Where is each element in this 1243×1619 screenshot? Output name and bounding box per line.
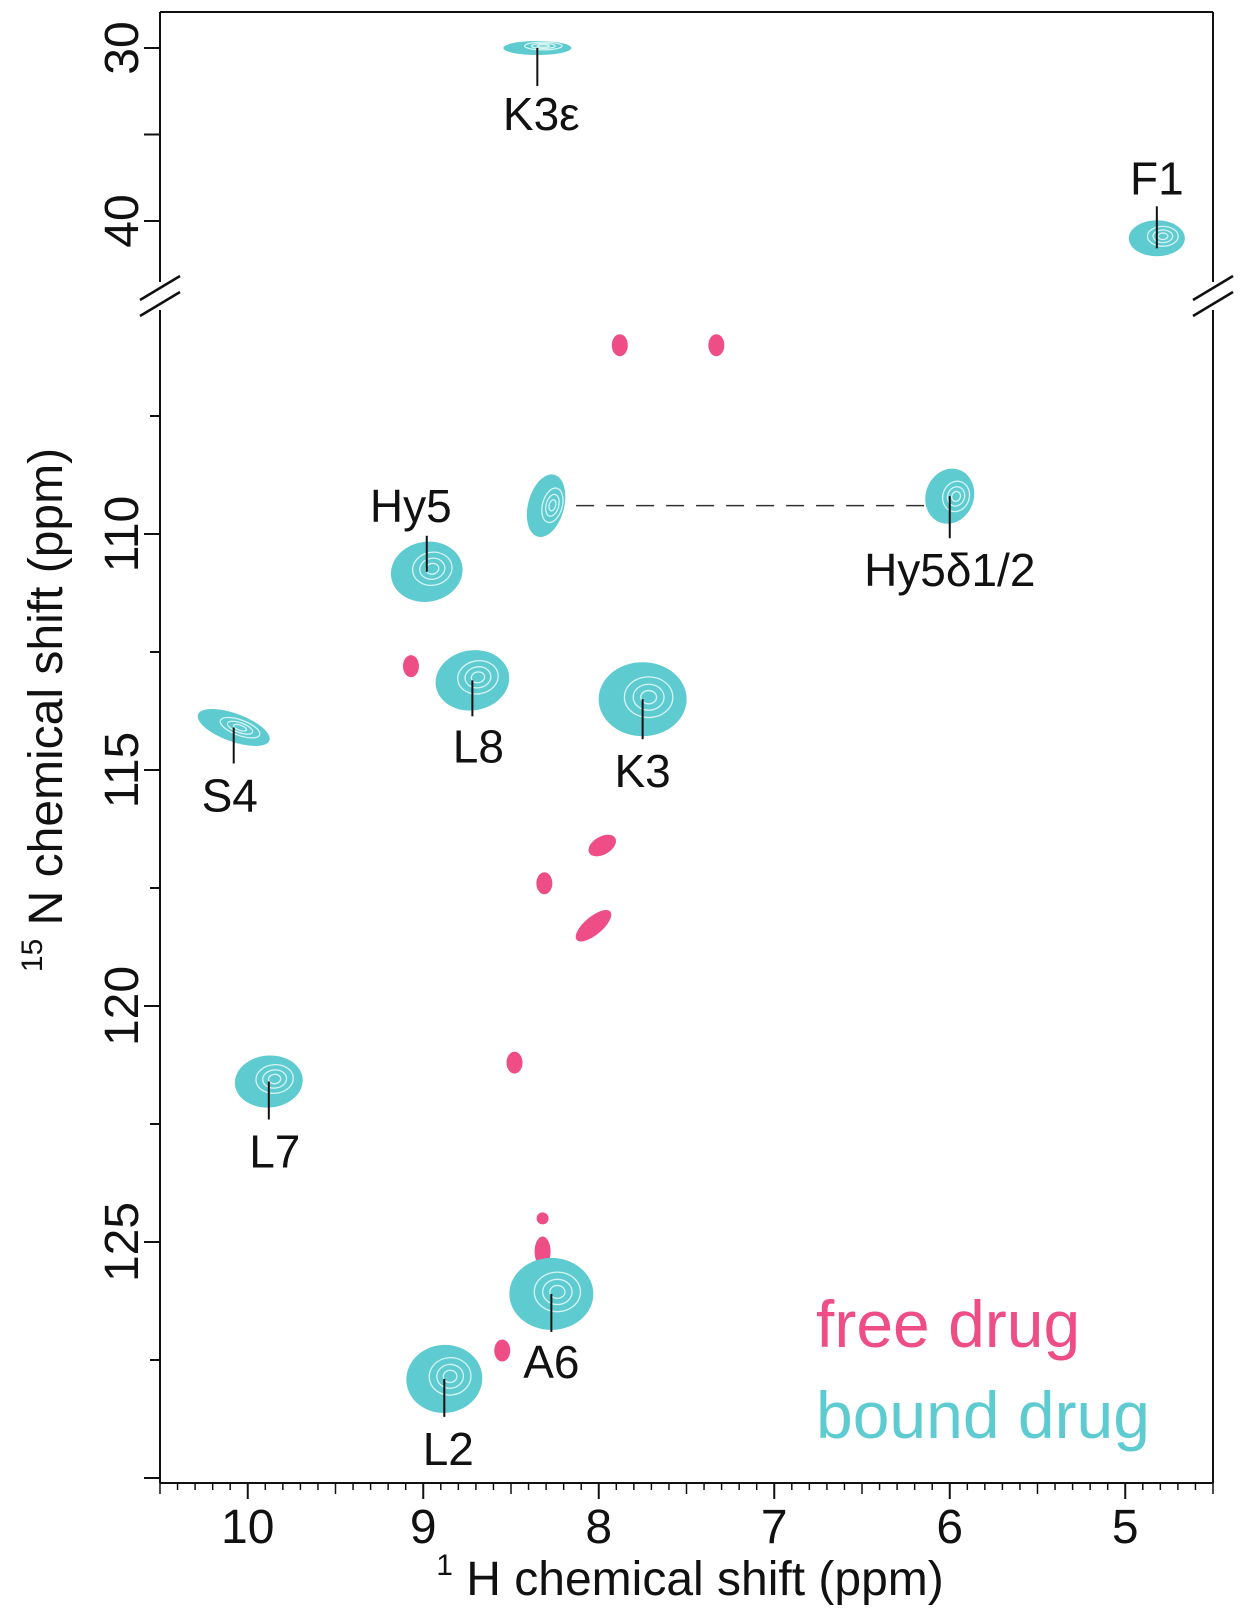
bound-drug-peak-contour <box>640 689 658 705</box>
legend-free-drug: free drug <box>816 1287 1080 1361</box>
peak-label: Hy5δ1/2 <box>864 544 1035 596</box>
bound-drug-peak-contour <box>262 1069 288 1089</box>
bound-drug-peak-contour <box>226 720 254 735</box>
bound-drug-peak-contour <box>219 716 261 739</box>
peak-label: Hy5 <box>370 480 452 532</box>
axis-break-mark <box>139 274 181 302</box>
peak-label: L8 <box>453 720 504 772</box>
y-tick-label-lower: 110 <box>96 496 149 573</box>
y-tick-label-lower: 125 <box>96 1202 149 1282</box>
x-tick-label: 5 <box>1112 1501 1139 1554</box>
peak-label: F1 <box>1130 152 1184 204</box>
axis-break-mark <box>139 290 181 318</box>
free-drug-peak <box>575 910 612 942</box>
free-drug-peak <box>536 1212 549 1225</box>
y-tick-label-upper: 40 <box>96 194 149 247</box>
bound-drug-peak-contour <box>411 551 453 587</box>
bound-drug-peak-contour <box>1146 225 1179 247</box>
bound-drug-peak-contour <box>457 660 499 695</box>
bound-drug-peak-contour <box>533 1271 582 1313</box>
free-drug-peak <box>708 334 725 357</box>
x-axis-title-superscript: 1 <box>436 1549 453 1582</box>
free-drug-peak <box>611 334 628 357</box>
free-drug-peak <box>494 1339 511 1362</box>
x-tick-label: 6 <box>936 1501 963 1554</box>
bound-drug-peak-contour <box>419 557 446 580</box>
bound-drug-peak-contour <box>549 1284 566 1300</box>
bound-drug-peak-contour <box>232 723 248 732</box>
peak-label: K3ε <box>503 88 580 140</box>
bound-drug-peak-contour <box>941 480 971 513</box>
x-axis-title: 1 H chemical shift (ppm) <box>436 1533 943 1606</box>
bound-drug-peak-contour <box>542 1278 573 1306</box>
plot-frame <box>139 11 1234 1484</box>
bound-drug-peak-contour <box>470 671 486 684</box>
free-drug-peak <box>402 655 419 678</box>
bound-drug-peak-contour <box>255 1064 294 1094</box>
x-tick-label: 10 <box>221 1501 274 1554</box>
x-tick-label: 9 <box>410 1501 437 1554</box>
bound-drug-peak-contour <box>951 490 962 503</box>
bound-drug-peak-contour <box>1152 229 1174 244</box>
bound-drug-peak-contour <box>623 676 674 719</box>
free-drug-peak <box>588 834 617 857</box>
peak-label: S4 <box>202 770 258 822</box>
axis-break-mark <box>1192 274 1234 302</box>
y-axis-title: 15 N chemical shift (ppm) <box>0 448 73 972</box>
bound-drug-peak-contour <box>530 42 556 50</box>
axis-ticks: 10 9 8 7 6 5 30 40 110 115 120 125 <box>96 21 1214 1554</box>
free-drug-peak <box>536 872 553 895</box>
bound-drug-peak-contour <box>946 486 966 507</box>
bound-drug-peak-contour <box>436 1363 465 1389</box>
peaks <box>197 41 1185 1413</box>
peak-label: L2 <box>423 1423 474 1475</box>
bound-drug-peak-contour <box>632 683 665 711</box>
axis-break-mark <box>1192 290 1234 318</box>
peak-label: L7 <box>249 1126 300 1178</box>
bound-drug-peak-contour <box>536 44 551 48</box>
y-tick-label-upper: 30 <box>96 21 149 74</box>
bound-drug-peak-contour <box>464 666 492 689</box>
y-tick-label-lower: 120 <box>96 966 149 1046</box>
y-axis-title-text: N chemical shift (ppm) <box>20 448 73 925</box>
bound-drug-peak-contour <box>428 1356 472 1396</box>
free-drug-peak <box>506 1051 523 1074</box>
x-tick-label: 7 <box>761 1501 788 1554</box>
x-tick-label: 8 <box>585 1501 612 1554</box>
legend-bound-drug: bound drug <box>816 1378 1150 1452</box>
y-axis-title-superscript: 15 <box>16 939 49 972</box>
peak-label: K3 <box>614 745 670 797</box>
x-axis-title-text: H chemical shift (ppm) <box>466 1553 943 1606</box>
bound-drug-peak-contour <box>523 41 563 51</box>
bound-drug-peak-contour <box>267 1073 282 1085</box>
peak-label: A6 <box>523 1336 579 1388</box>
peak-labels: K3ε F1 Hy5δ1/2 Hy5 L8 K3 S4 L7 A6 L2 <box>202 48 1184 1475</box>
bound-drug-peak-contour <box>442 1369 458 1384</box>
bound-drug-peak-contour <box>548 499 557 512</box>
bound-drug-peak-contour <box>545 493 560 517</box>
y-tick-label-lower: 115 <box>96 732 149 809</box>
bound-drug-peak-contour <box>541 487 564 524</box>
